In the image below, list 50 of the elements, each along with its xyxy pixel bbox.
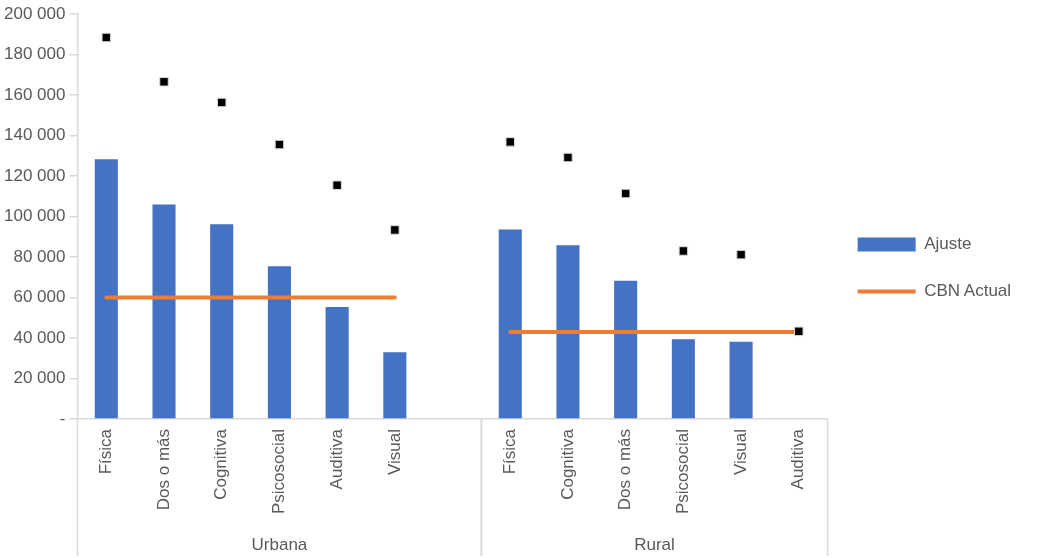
y-tick-label: 60 000 — [13, 287, 66, 307]
bar — [729, 341, 753, 419]
x-tick-label: Dos o más — [153, 428, 173, 511]
x-tick-label: Dos o más — [615, 428, 635, 511]
y-tick-label: 100 000 — [4, 206, 66, 226]
y-tick-label: 200 000 — [4, 3, 66, 23]
bar — [267, 266, 291, 419]
x-tick-label: Auditiva — [788, 428, 808, 490]
y-tick-label: 20 000 — [13, 368, 66, 388]
point — [159, 77, 169, 87]
legend-label: CBN Actual — [924, 281, 1012, 301]
y-tick-label: 40 000 — [13, 327, 66, 347]
point — [794, 326, 804, 337]
bar — [94, 159, 118, 419]
x-tick-label: Psicosocial — [673, 428, 693, 515]
x-tick-label: Física — [95, 428, 115, 475]
text: Rural — [634, 535, 675, 554]
x-tick-label: Visual — [730, 428, 750, 475]
x-tick-label: Psicosocial — [269, 428, 289, 515]
bar — [210, 224, 234, 419]
point — [736, 249, 746, 260]
point — [678, 246, 689, 256]
x-tick-label: Física — [499, 428, 519, 475]
bar — [325, 307, 349, 419]
point — [620, 188, 631, 199]
point — [274, 139, 285, 150]
x-tick-label: Cognitiva — [211, 428, 231, 500]
y-tick-label: - — [59, 408, 66, 428]
bar — [498, 229, 522, 419]
bar — [556, 245, 580, 419]
y-tick-label: 80 000 — [13, 246, 66, 266]
legend-label: Ajuste — [924, 234, 972, 254]
x-tick-label: Auditiva — [326, 428, 346, 490]
text: Urbana — [251, 535, 308, 554]
bar — [614, 280, 638, 419]
x-tick-label: Visual — [384, 428, 404, 475]
y-tick-label: 140 000 — [4, 125, 66, 145]
point — [216, 97, 227, 108]
point — [101, 32, 112, 43]
bar — [152, 204, 176, 419]
y-tick-label: 160 000 — [4, 84, 66, 104]
point — [563, 152, 573, 163]
bar — [383, 352, 407, 419]
point — [505, 137, 515, 147]
point — [390, 225, 400, 235]
x-tick-label: Cognitiva — [557, 428, 577, 500]
bar — [671, 339, 695, 419]
y-tick-label: 120 000 — [4, 165, 66, 185]
point — [332, 180, 342, 190]
y-tick-label: 180 000 — [4, 44, 66, 64]
